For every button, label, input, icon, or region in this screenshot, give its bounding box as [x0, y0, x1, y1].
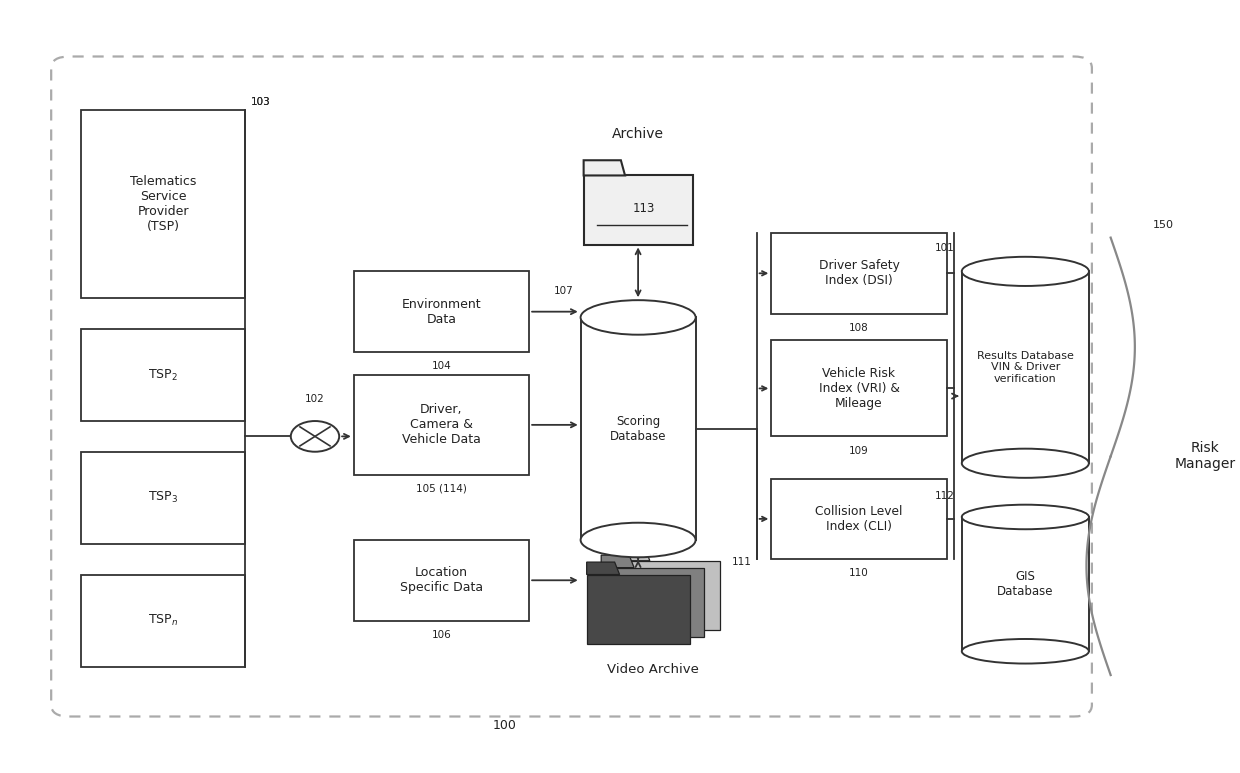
Text: 111: 111: [732, 557, 751, 567]
Text: 103: 103: [250, 97, 270, 107]
FancyBboxPatch shape: [353, 375, 529, 475]
Text: Scoring
Database: Scoring Database: [610, 414, 666, 443]
Text: Results Database
VIN & Driver
verification: Results Database VIN & Driver verificati…: [977, 351, 1074, 384]
Text: 109: 109: [849, 445, 869, 455]
Ellipse shape: [580, 523, 696, 557]
Text: 112: 112: [935, 491, 955, 501]
Polygon shape: [587, 574, 689, 644]
FancyBboxPatch shape: [353, 271, 529, 352]
Text: 106: 106: [432, 630, 451, 640]
Text: Environment
Data: Environment Data: [402, 298, 481, 325]
FancyBboxPatch shape: [82, 111, 244, 298]
Ellipse shape: [580, 300, 696, 335]
Text: 100: 100: [494, 719, 517, 732]
Bar: [962, 271, 1089, 463]
Text: Archive: Archive: [613, 127, 665, 141]
FancyBboxPatch shape: [51, 56, 1092, 717]
Polygon shape: [587, 562, 620, 574]
Text: Driver Safety
Index (DSI): Driver Safety Index (DSI): [818, 259, 899, 288]
FancyBboxPatch shape: [353, 540, 529, 621]
Polygon shape: [584, 175, 693, 244]
Text: 103: 103: [250, 97, 270, 107]
Text: 113: 113: [632, 202, 655, 215]
Text: Telematics
Service
Provider
(TSP): Telematics Service Provider (TSP): [130, 175, 196, 233]
Bar: [962, 517, 1089, 652]
Text: Driver,
Camera &
Vehicle Data: Driver, Camera & Vehicle Data: [402, 404, 481, 446]
Text: TSP$_3$: TSP$_3$: [148, 490, 179, 506]
Circle shape: [291, 421, 340, 451]
Polygon shape: [601, 555, 634, 567]
Polygon shape: [601, 567, 704, 637]
Ellipse shape: [582, 303, 694, 332]
Text: Collision Level
Index (CLI): Collision Level Index (CLI): [815, 505, 903, 533]
Polygon shape: [618, 560, 719, 630]
Text: Vehicle Risk
Index (VRI) &
Mileage: Vehicle Risk Index (VRI) & Mileage: [818, 367, 899, 410]
FancyBboxPatch shape: [82, 574, 244, 666]
Text: Location
Specific Data: Location Specific Data: [399, 567, 484, 594]
FancyBboxPatch shape: [82, 451, 244, 544]
Ellipse shape: [962, 505, 1089, 530]
Bar: [580, 318, 696, 540]
Ellipse shape: [962, 257, 1089, 286]
Ellipse shape: [962, 639, 1089, 663]
Text: 107: 107: [553, 286, 573, 296]
Text: TSP$_2$: TSP$_2$: [149, 367, 179, 383]
Ellipse shape: [963, 508, 1087, 526]
Text: 102: 102: [305, 394, 325, 404]
Text: TSP$_n$: TSP$_n$: [148, 613, 179, 628]
Text: GIS
Database: GIS Database: [997, 570, 1054, 598]
Ellipse shape: [962, 448, 1089, 478]
Text: 110: 110: [849, 568, 869, 578]
FancyBboxPatch shape: [82, 329, 244, 421]
Text: 104: 104: [432, 361, 451, 371]
Polygon shape: [618, 548, 650, 560]
FancyBboxPatch shape: [771, 233, 946, 314]
Ellipse shape: [963, 260, 1087, 283]
Text: 108: 108: [849, 323, 869, 333]
FancyBboxPatch shape: [771, 478, 946, 559]
Text: 101: 101: [935, 243, 955, 253]
Text: 150: 150: [1153, 220, 1174, 230]
Polygon shape: [584, 160, 625, 175]
FancyBboxPatch shape: [771, 340, 946, 437]
Text: Risk
Manager: Risk Manager: [1174, 441, 1235, 472]
Text: Video Archive: Video Archive: [606, 662, 698, 676]
Text: 105 (114): 105 (114): [415, 484, 467, 494]
